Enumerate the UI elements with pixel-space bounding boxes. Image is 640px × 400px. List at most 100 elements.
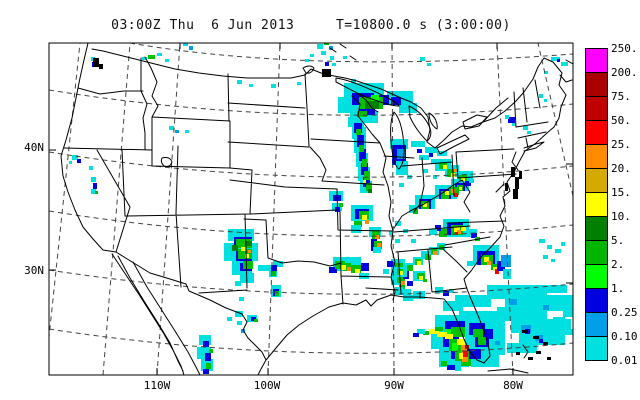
precip-cell xyxy=(142,57,147,60)
colorbar-tick-label: 0.10 xyxy=(611,330,638,343)
precip-cell xyxy=(391,97,401,105)
precip-cell xyxy=(557,59,560,62)
precip-cell xyxy=(69,161,72,164)
precip-cell xyxy=(411,239,416,243)
precip-cell xyxy=(383,269,389,274)
precip-cell xyxy=(507,343,537,353)
precip-cell xyxy=(407,265,413,271)
state-borders xyxy=(63,56,549,305)
precip-cell xyxy=(543,255,548,259)
precip-cell xyxy=(461,177,465,181)
precip-cell xyxy=(332,63,336,66)
precip-cell xyxy=(359,145,364,152)
gridlines xyxy=(49,43,573,375)
lat-label: 30N xyxy=(24,264,44,277)
precip-cell xyxy=(271,271,276,276)
precip-cell xyxy=(457,339,465,345)
precip-cell xyxy=(455,295,491,307)
precip-cell xyxy=(169,126,174,130)
precip-cell xyxy=(206,363,211,369)
precip-cell xyxy=(423,331,429,335)
colorbar-box xyxy=(585,48,608,73)
precip-cell xyxy=(443,165,447,169)
precip-cell xyxy=(199,335,211,345)
precip-cell xyxy=(461,227,466,231)
precip-cell xyxy=(467,261,473,266)
precip-cell xyxy=(544,99,547,102)
precip-cell xyxy=(205,353,211,361)
colorbar-tick-label: 1. xyxy=(611,282,625,295)
precip-cell xyxy=(449,289,454,293)
precip-cell xyxy=(241,247,246,251)
precip-cell xyxy=(435,225,441,231)
precip-cell xyxy=(429,153,433,157)
precip-cell xyxy=(551,57,560,61)
precip-cell xyxy=(487,261,491,265)
precip-cell xyxy=(317,44,323,49)
precip-cell xyxy=(559,339,565,344)
precip-cell xyxy=(325,62,329,66)
colorbar-tick-label: 2. xyxy=(611,258,625,271)
precip-cell xyxy=(365,220,369,224)
precip-cell xyxy=(271,265,277,271)
precip-cell xyxy=(347,267,351,271)
precip-cell xyxy=(258,265,276,271)
lon-label: 90W xyxy=(384,379,404,392)
colorbar-box xyxy=(585,336,608,361)
precip-cell xyxy=(561,62,568,66)
colorbar-tick-label: 25. xyxy=(611,138,631,151)
precip-cell xyxy=(329,46,333,50)
precip-cell xyxy=(561,242,565,246)
precip-cell xyxy=(522,330,528,333)
precip-cell xyxy=(461,359,471,366)
precip-cell xyxy=(429,229,437,235)
precip-cell xyxy=(423,279,427,282)
precip-cell xyxy=(528,357,533,360)
precip-cell xyxy=(363,180,366,183)
precip-cell xyxy=(509,299,517,305)
precip-cell xyxy=(91,189,96,194)
precipitation-layer xyxy=(69,43,573,374)
precip-cell xyxy=(483,329,493,339)
precip-cell xyxy=(235,281,241,286)
precip-cell xyxy=(467,349,481,359)
precip-cell xyxy=(355,269,360,273)
precip-cell xyxy=(395,239,400,243)
precip-cell xyxy=(362,159,367,167)
precip-cell xyxy=(413,209,418,214)
precip-cell xyxy=(433,175,437,179)
precip-cell xyxy=(443,291,449,296)
plot-title: 03:00Z Thu 6 Jun 2013 T=10800.0 s (3:00:… xyxy=(111,18,511,33)
precip-cell xyxy=(157,53,162,56)
precip-cell xyxy=(555,249,561,253)
precip-cell xyxy=(425,147,437,153)
lon-label: 100W xyxy=(253,379,281,392)
precip-cell xyxy=(511,167,515,177)
precip-cell xyxy=(401,281,405,285)
precip-cell xyxy=(165,59,169,62)
precip-cell xyxy=(447,365,455,370)
colorbar-box xyxy=(585,120,608,145)
precip-cell xyxy=(547,357,551,360)
colorbar-box xyxy=(585,96,608,121)
precip-cell xyxy=(91,177,96,182)
precip-cell xyxy=(399,271,403,275)
precip-cell xyxy=(389,231,393,235)
precip-cell xyxy=(413,291,425,299)
precip-cell xyxy=(366,183,372,191)
precip-cell xyxy=(243,261,253,269)
precip-cell xyxy=(565,329,573,335)
precip-cell xyxy=(543,342,548,345)
colorbar-tick-label: 50. xyxy=(611,114,631,127)
precip-cell xyxy=(399,103,417,113)
precip-cell xyxy=(515,177,519,189)
precip-cell xyxy=(454,227,460,232)
colorbar-box xyxy=(585,144,608,169)
precip-cell xyxy=(339,203,343,207)
precip-cell xyxy=(395,221,401,226)
gridline-meridians xyxy=(49,43,573,375)
precip-cell xyxy=(72,155,78,160)
gridline-parallels xyxy=(49,43,573,354)
precip-cell xyxy=(183,43,188,46)
